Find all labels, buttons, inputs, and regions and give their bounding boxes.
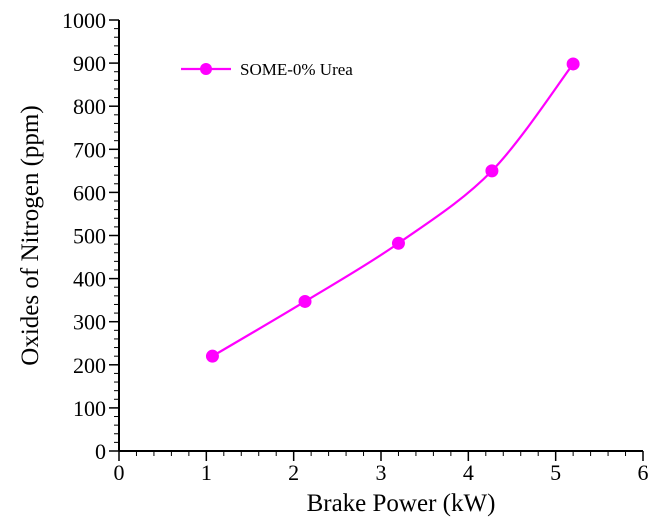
x-tick-label: 3 (376, 460, 387, 485)
x-tick-label: 1 (201, 460, 212, 485)
x-tick-label: 6 (638, 460, 649, 485)
legend-label: SOME-0% Urea (240, 60, 353, 79)
data-point (566, 57, 580, 71)
x-tick-label: 4 (463, 460, 474, 485)
legend-marker (200, 63, 212, 75)
axes (118, 20, 643, 452)
data-point (485, 164, 499, 178)
y-tick-label: 700 (73, 137, 106, 162)
y-tick-label: 200 (73, 353, 106, 378)
series-line (211, 63, 575, 358)
y-axis-title: Oxides of Nitrogen (ppm) (17, 105, 44, 365)
y-tick-label: 100 (73, 396, 106, 421)
x-axis-title: Brake Power (kW) (307, 490, 496, 517)
tick-labels: 0 1 2 3 4 5 6 0 100 200 300 400 500 600 700 800 900 1000 (62, 8, 649, 485)
y-tick-label: 1000 (62, 8, 106, 33)
x-tick-label: 2 (288, 460, 299, 485)
data-point (205, 349, 219, 363)
y-tick-label: 900 (73, 51, 106, 76)
data-point (391, 236, 405, 250)
y-tick-label: 0 (95, 439, 106, 464)
y-tick-label: 800 (73, 94, 106, 119)
ticks (109, 19, 644, 461)
series (205, 57, 580, 363)
y-tick-label: 300 (73, 310, 106, 335)
legend: SOME-0% Urea (181, 60, 353, 79)
x-tick-label: 0 (114, 460, 125, 485)
y-tick-label: 600 (73, 180, 106, 205)
data-point (298, 294, 312, 308)
x-tick-label: 5 (550, 460, 561, 485)
y-tick-label: 500 (73, 224, 106, 249)
y-tick-label: 400 (73, 267, 106, 292)
